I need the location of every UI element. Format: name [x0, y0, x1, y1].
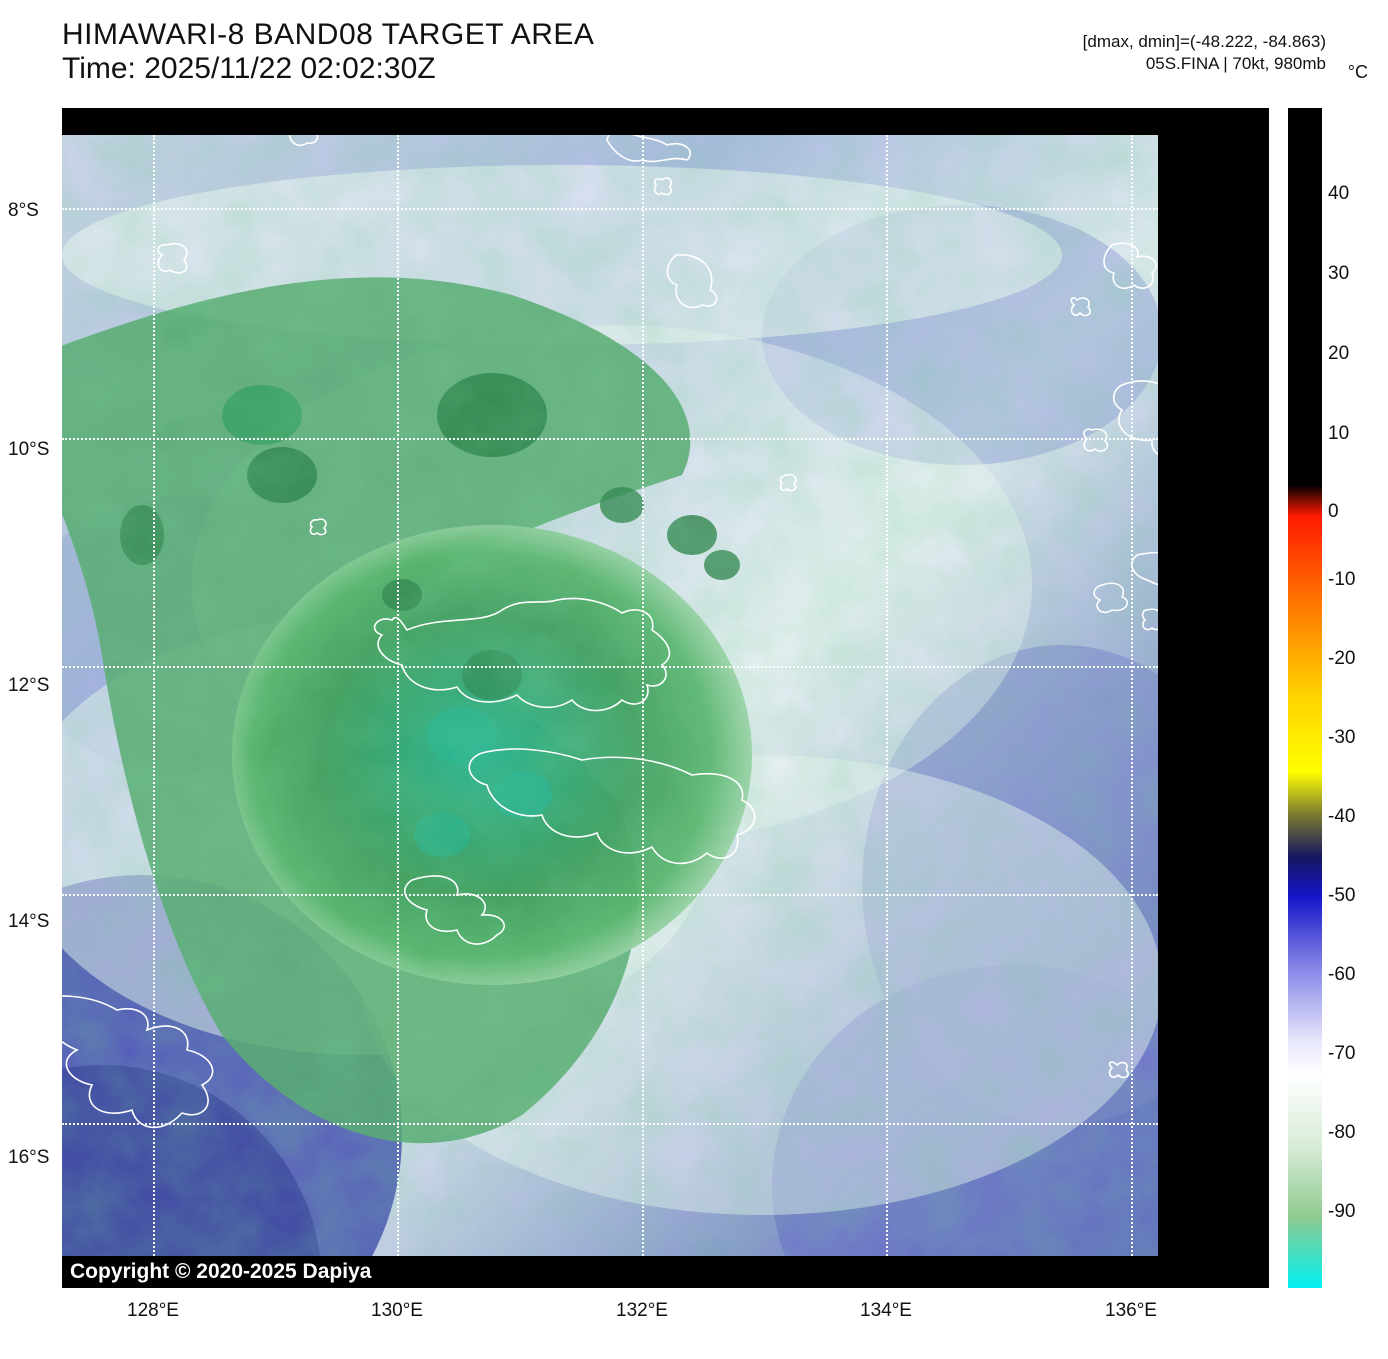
satellite-cloud-image: Copyright © 2020-2025 Dapiya	[62, 135, 1158, 1288]
time-label: Time: 2025/11/22 02:02:30Z	[62, 52, 436, 86]
storm-info-label: 05S.FINA | 70kt, 980mb	[1146, 54, 1326, 74]
colorbar-tick-40: 40	[1328, 183, 1349, 205]
colorbar-container: 40 30 20 10 0 -10 -20 -30 -40 -50 -60 -7…	[1288, 108, 1322, 1288]
y-tick-8s: 8°S	[8, 200, 39, 222]
x-tick-132e: 132°E	[616, 1300, 668, 1322]
colorbar-tick-neg50: -50	[1328, 885, 1355, 907]
x-tick-134e: 134°E	[860, 1300, 912, 1322]
units-label: °C	[1348, 62, 1368, 83]
plot-frame: Copyright © 2020-2025 Dapiya	[62, 108, 1269, 1288]
dmax-dmin-label: [dmax, dmin]=(-48.222, -84.863)	[1083, 32, 1326, 52]
colorbar-gradient	[1288, 108, 1322, 1288]
colorbar-tick-0: 0	[1328, 501, 1339, 523]
colorbar-tick-neg60: -60	[1328, 964, 1355, 986]
colorbar-tick-neg40: -40	[1328, 806, 1355, 828]
colorbar-tick-10: 10	[1328, 423, 1349, 445]
x-tick-136e: 136°E	[1105, 1300, 1157, 1322]
colorbar-tick-neg80: -80	[1328, 1122, 1355, 1144]
x-tick-128e: 128°E	[127, 1300, 179, 1322]
coastline-overlay	[62, 135, 1158, 1288]
y-tick-12s: 12°S	[8, 675, 49, 697]
colorbar-tick-20: 20	[1328, 343, 1349, 365]
colorbar-tick-neg30: -30	[1328, 727, 1355, 749]
y-tick-10s: 10°S	[8, 439, 49, 461]
colorbar-tick-neg10: -10	[1328, 569, 1355, 591]
x-tick-130e: 130°E	[371, 1300, 423, 1322]
y-tick-14s: 14°S	[8, 911, 49, 933]
colorbar-tick-neg90: -90	[1328, 1201, 1355, 1223]
colorbar-tick-neg70: -70	[1328, 1043, 1355, 1065]
colorbar-tick-30: 30	[1328, 263, 1349, 285]
main-title: HIMAWARI-8 BAND08 TARGET AREA	[62, 18, 594, 52]
satellite-image-viewer: HIMAWARI-8 BAND08 TARGET AREA Time: 2025…	[0, 0, 1388, 1359]
copyright-label: Copyright © 2020-2025 Dapiya	[62, 1256, 1158, 1288]
y-tick-16s: 16°S	[8, 1147, 49, 1169]
colorbar-tick-neg20: -20	[1328, 648, 1355, 670]
